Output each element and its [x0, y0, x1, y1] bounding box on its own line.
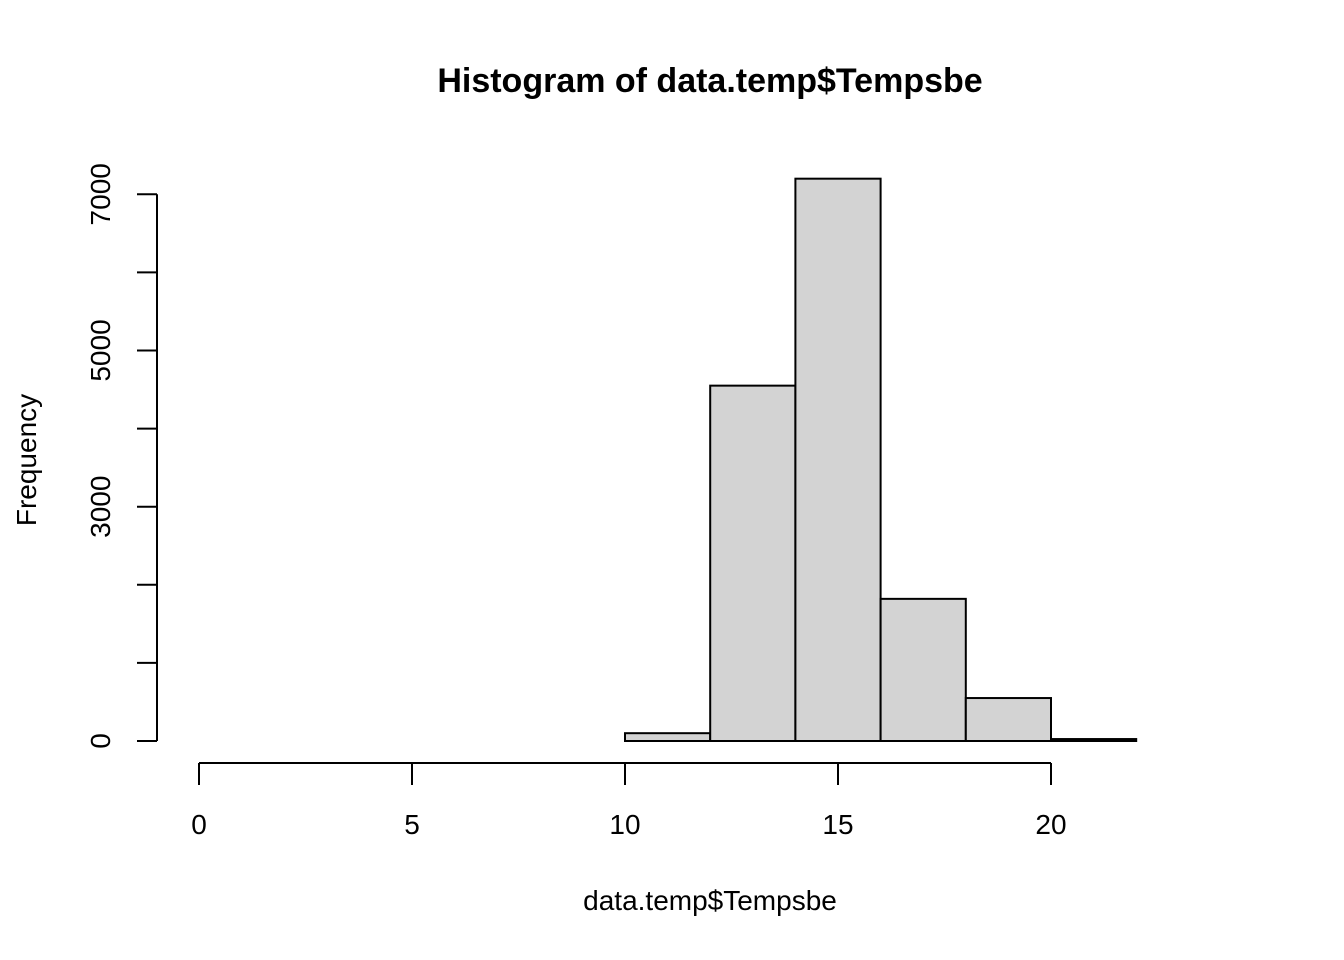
- x-tick-label-0: 0: [191, 809, 207, 840]
- x-tick-label-3: 15: [822, 809, 853, 840]
- x-axis: 0 5 10 15 20: [191, 762, 1067, 840]
- bars-group: [624, 177, 1138, 743]
- y-tick-label-0: 0: [85, 733, 116, 749]
- y-tick-label-5: 5000: [85, 319, 116, 381]
- x-tick-label-1: 5: [404, 809, 420, 840]
- histogram-bar-5: [624, 732, 712, 743]
- histogram-bar-7: [794, 177, 882, 742]
- histogram-bar-6: [709, 384, 797, 742]
- histogram-bar-8: [879, 597, 967, 742]
- histogram-bar-10: [1050, 738, 1138, 742]
- x-tick-label-4: 20: [1035, 809, 1066, 840]
- y-axis: 0 3000 5000 7000: [85, 163, 158, 749]
- y-tick-label-7: 7000: [85, 163, 116, 225]
- histogram-bar-9: [964, 697, 1052, 742]
- y-axis-title: Frequency: [11, 394, 42, 526]
- chart-title: Histogram of data.temp$Tempsbe: [437, 62, 982, 100]
- x-axis-title: data.temp$Tempsbe: [583, 885, 837, 916]
- y-tick-label-3: 3000: [85, 476, 116, 538]
- x-tick-label-2: 10: [609, 809, 640, 840]
